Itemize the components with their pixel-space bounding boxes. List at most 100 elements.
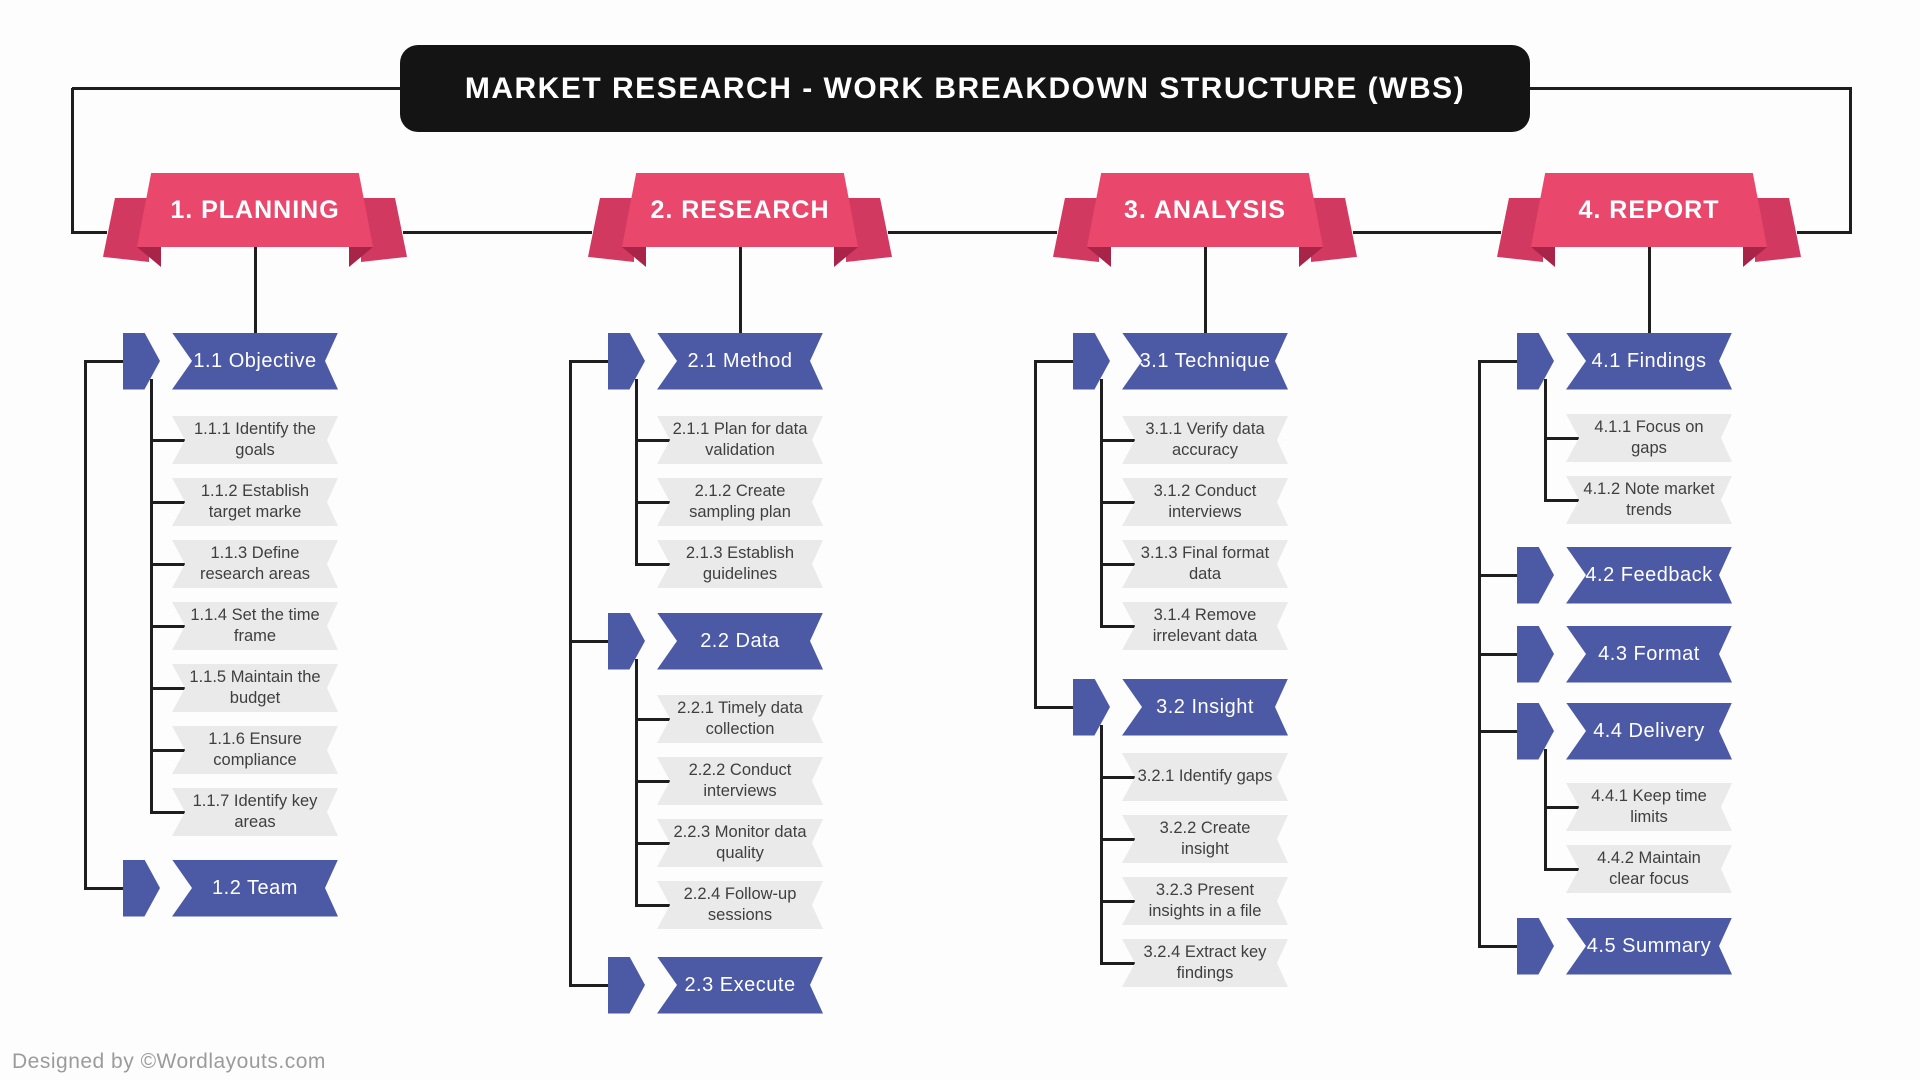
item-4.4.1: 4.4.1 Keep time limits (1566, 783, 1732, 831)
item-3.2.2: 3.2.2 Create insight (1122, 815, 1288, 863)
ribbon-research: 2. RESEARCH (622, 173, 858, 247)
banner-4.5: 4.5 Summary (1566, 918, 1732, 975)
item-2.1.2: 2.1.2 Create sampling plan (657, 478, 823, 526)
item-1.1.7: 1.1.7 Identify key areas (172, 788, 338, 836)
banner-label: 4.2 Feedback (1585, 563, 1713, 586)
leaf-connector-line (1543, 805, 1591, 809)
banner-3.1: 3.1 Technique (1122, 333, 1288, 390)
leaf-connector-line (149, 810, 197, 814)
item-2.1.1: 2.1.1 Plan for data validation (657, 416, 823, 464)
banner-arrow-icon (1517, 546, 1554, 604)
subtrunk-line (149, 379, 153, 812)
leaf-connector-line (1099, 438, 1147, 442)
leaf-connector-line (634, 841, 682, 845)
ribbon-chain-line (1353, 230, 1501, 234)
title-right-line (1530, 86, 1852, 90)
banner-label: 3.2 Insight (1156, 695, 1254, 718)
banner-2.3: 2.3 Execute (657, 957, 823, 1014)
banner-arrow-icon (1517, 917, 1554, 975)
item-2.2.2: 2.2.2 Conduct interviews (657, 757, 823, 805)
banner-label: 1.2 Team (212, 876, 298, 899)
item-4.1.1: 4.1.1 Focus on gaps (1566, 414, 1732, 462)
item-2.1.3: 2.1.3 Establish guidelines (657, 540, 823, 588)
item-label: 2.1.1 Plan for data validation (672, 419, 808, 459)
item-label: 3.2.1 Identify gaps (1137, 767, 1273, 786)
ribbon-chain-line (72, 230, 107, 234)
item-label: 1.1.5 Maintain the budget (189, 667, 321, 707)
subtrunk-line (1543, 749, 1547, 869)
leaf-connector-line (634, 500, 682, 504)
frame-right-line (1848, 88, 1852, 234)
banner-label: 2.1 Method (687, 349, 793, 372)
diagram-title: MARKET RESEARCH - WORK BREAKDOWN STRUCTU… (464, 71, 1466, 105)
item-1.1.1: 1.1.1 Identify the goals (172, 416, 338, 464)
banner-1.1: 1.1 Objective (172, 333, 338, 390)
ribbon-chain-line (888, 230, 1057, 234)
ribbon-label: 4. REPORT (1578, 195, 1720, 224)
item-label: 4.1.2 Note market trends (1583, 479, 1715, 519)
item-label: 3.1.3 Final format data (1140, 543, 1270, 583)
leaf-connector-line (149, 686, 197, 690)
banner-label: 2.2 Data (700, 629, 780, 652)
ribbon-label: 1. PLANNING (170, 195, 340, 224)
leaf-connector-line (1099, 500, 1147, 504)
banner-2.2: 2.2 Data (657, 613, 823, 670)
item-label: 1.1.6 Ensure compliance (208, 729, 302, 769)
item-label: 3.1.2 Conduct interviews (1153, 481, 1257, 521)
item-1.1.3: 1.1.3 Define research areas (172, 540, 338, 588)
item-label: 1.1.4 Set the time frame (190, 605, 320, 645)
banner-label: 4.5 Summary (1586, 934, 1712, 957)
item-label: 1.1.2 Establish target marke (200, 481, 310, 521)
banner-2.1: 2.1 Method (657, 333, 823, 390)
banner-4.3: 4.3 Format (1566, 626, 1732, 683)
frame-left-line (70, 88, 74, 234)
branch-connector-line (83, 359, 137, 363)
branch-connector-line (1033, 705, 1087, 709)
ribbon-chain-line (1797, 230, 1852, 234)
leaf-connector-line (149, 624, 197, 628)
branch-connector-line (1477, 573, 1531, 577)
item-label: 3.1.1 Verify data accuracy (1145, 419, 1265, 459)
trunk-line (83, 361, 87, 888)
leaf-connector-line (1543, 867, 1591, 871)
item-3.1.3: 3.1.3 Final format data (1122, 540, 1288, 588)
branch-connector-line (1477, 729, 1531, 733)
item-1.1.6: 1.1.6 Ensure compliance (172, 726, 338, 774)
trunk-line (1033, 361, 1037, 707)
footer-credit: Designed by ©Wordlayouts.com (12, 1050, 326, 1073)
branch-connector-line (1033, 359, 1087, 363)
branch-connector-line (568, 359, 622, 363)
leaf-connector-line (634, 717, 682, 721)
item-2.2.4: 2.2.4 Follow-up sessions (657, 881, 823, 929)
leaf-connector-line (1099, 562, 1147, 566)
branch-connector-line (83, 886, 137, 890)
item-3.1.1: 3.1.1 Verify data accuracy (1122, 416, 1288, 464)
diagram-title-bar: MARKET RESEARCH - WORK BREAKDOWN STRUCTU… (400, 45, 1530, 132)
ribbon-label: 3. ANALYSIS (1124, 195, 1286, 224)
item-4.1.2: 4.1.2 Note market trends (1566, 476, 1732, 524)
branch-connector-line (1477, 944, 1531, 948)
item-label: 2.2.4 Follow-up sessions (683, 884, 797, 924)
item-label: 2.1.3 Establish guidelines (685, 543, 795, 583)
leaf-connector-line (149, 500, 197, 504)
leaf-connector-line (634, 562, 682, 566)
banner-4.1: 4.1 Findings (1566, 333, 1732, 390)
title-left-line (72, 86, 400, 90)
leaf-connector-line (1099, 899, 1147, 903)
leaf-connector-line (634, 779, 682, 783)
item-3.2.4: 3.2.4 Extract key findings (1122, 939, 1288, 987)
leaf-connector-line (1543, 436, 1591, 440)
banner-arrow-icon (1517, 332, 1554, 390)
item-label: 3.2.4 Extract key findings (1143, 942, 1267, 982)
banner-label: 4.3 Format (1598, 642, 1700, 665)
item-4.4.2: 4.4.2 Maintain clear focus (1566, 845, 1732, 893)
branch-connector-line (1477, 359, 1531, 363)
item-label: 2.2.3 Monitor data quality (673, 822, 807, 862)
item-3.2.3: 3.2.3 Present insights in a file (1122, 877, 1288, 925)
trunk-line (568, 361, 572, 985)
item-3.2.1: 3.2.1 Identify gaps (1122, 753, 1288, 801)
ribbon-chain-line (403, 230, 592, 234)
banner-arrow-icon (1073, 678, 1110, 736)
item-label: 4.4.2 Maintain clear focus (1597, 848, 1701, 888)
